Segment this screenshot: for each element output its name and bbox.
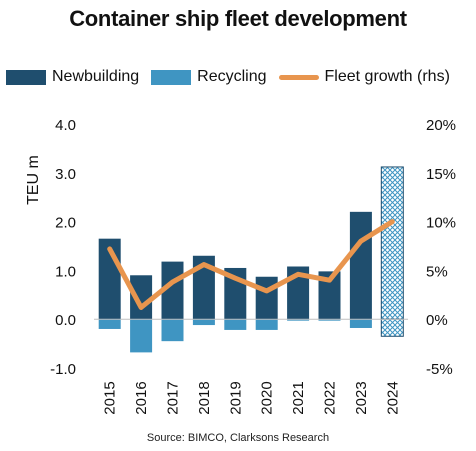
y-tick-label: 3.0 — [55, 166, 76, 183]
bar-recycling-2021 — [287, 319, 310, 321]
x-tick-label: 2016 — [133, 381, 150, 414]
x-tick-label: 2017 — [165, 381, 182, 414]
legend-item-newbuilding: Newbuilding — [6, 68, 139, 86]
y2-tick-label: -5% — [426, 361, 453, 378]
x-tick-label: 2022 — [322, 381, 339, 414]
y-tick-label: -1.0 — [50, 361, 76, 378]
bar-recycling-2019 — [224, 319, 247, 330]
x-tick-label: 2015 — [102, 381, 119, 414]
x-tick-label: 2024 — [384, 381, 401, 414]
source-note: Source: BIMCO, Clarksons Research — [146, 432, 330, 444]
x-tick-label: 2021 — [290, 381, 307, 414]
y-tick-label: 2.0 — [55, 215, 76, 232]
bar-newbuilding-2017 — [161, 261, 184, 320]
bar-recycling-2018 — [192, 319, 215, 326]
bar-newbuilding-2023 — [349, 211, 372, 320]
y2-tick-label: 15% — [426, 166, 456, 183]
bar-recycling-2015 — [98, 319, 121, 329]
bar-newbuilding-2024 — [380, 166, 404, 320]
x-tick-label: 2023 — [353, 381, 370, 414]
legend-swatch-newbuilding — [6, 69, 46, 85]
axes-layer: -1.0 0.0 1.0 2.0 3.0 4.0 -5% 0% 5% 10% 15% 20% 2015 2… — [50, 117, 456, 415]
legend-line-fleet-growth — [278, 74, 319, 80]
bar-recycling-2020 — [255, 319, 278, 330]
fleet-growth-line — [107, 219, 395, 310]
legend-label-newbuilding: Newbuilding — [52, 68, 140, 85]
y-tick-label: 4.0 — [55, 117, 76, 134]
bar-recycling-2022 — [318, 319, 341, 321]
y-axis-label: TEU m — [25, 155, 42, 205]
y2-tick-label: 0% — [426, 312, 448, 329]
legend-item-recycling: Recycling — [151, 68, 267, 86]
bars-layer — [98, 166, 404, 353]
x-tick-label: 2019 — [227, 381, 244, 414]
legend-swatch-recycling — [151, 69, 192, 85]
x-tick-label: 2018 — [196, 381, 213, 414]
bar-newbuilding-2020 — [255, 276, 278, 320]
bar-newbuilding-2022 — [318, 271, 341, 320]
y2-tick-label: 10% — [426, 215, 456, 232]
bar-recycling-2017 — [161, 319, 184, 342]
legend-label-recycling: Recycling — [197, 68, 267, 85]
bar-recycling-2016 — [130, 319, 153, 353]
bar-recycling-2024 — [380, 318, 404, 337]
y-tick-label: 0.0 — [55, 312, 76, 329]
x-tick-label: 2020 — [259, 381, 276, 414]
chart-plot: TEU m -1.0 0.0 1.0 2.0 3.0 4.0 -5% 0% 5% 10% 15% 20… — [25, 117, 456, 415]
chart-title: Container ship fleet development — [69, 6, 407, 31]
bar-newbuilding-2016 — [130, 275, 153, 320]
bar-recycling-2023 — [349, 319, 372, 328]
legend-item-fleet-growth: Fleet growth (rhs) — [278, 68, 450, 86]
line-layer — [107, 219, 395, 310]
y-tick-label: 1.0 — [55, 263, 76, 280]
y2-tick-label: 5% — [426, 263, 448, 280]
legend: Newbuilding Recycling Fleet growth (rhs) — [6, 66, 462, 88]
y2-tick-label: 20% — [426, 117, 456, 134]
bar-newbuilding-2018 — [192, 255, 215, 320]
legend-label-fleet-growth: Fleet growth (rhs) — [324, 68, 450, 85]
